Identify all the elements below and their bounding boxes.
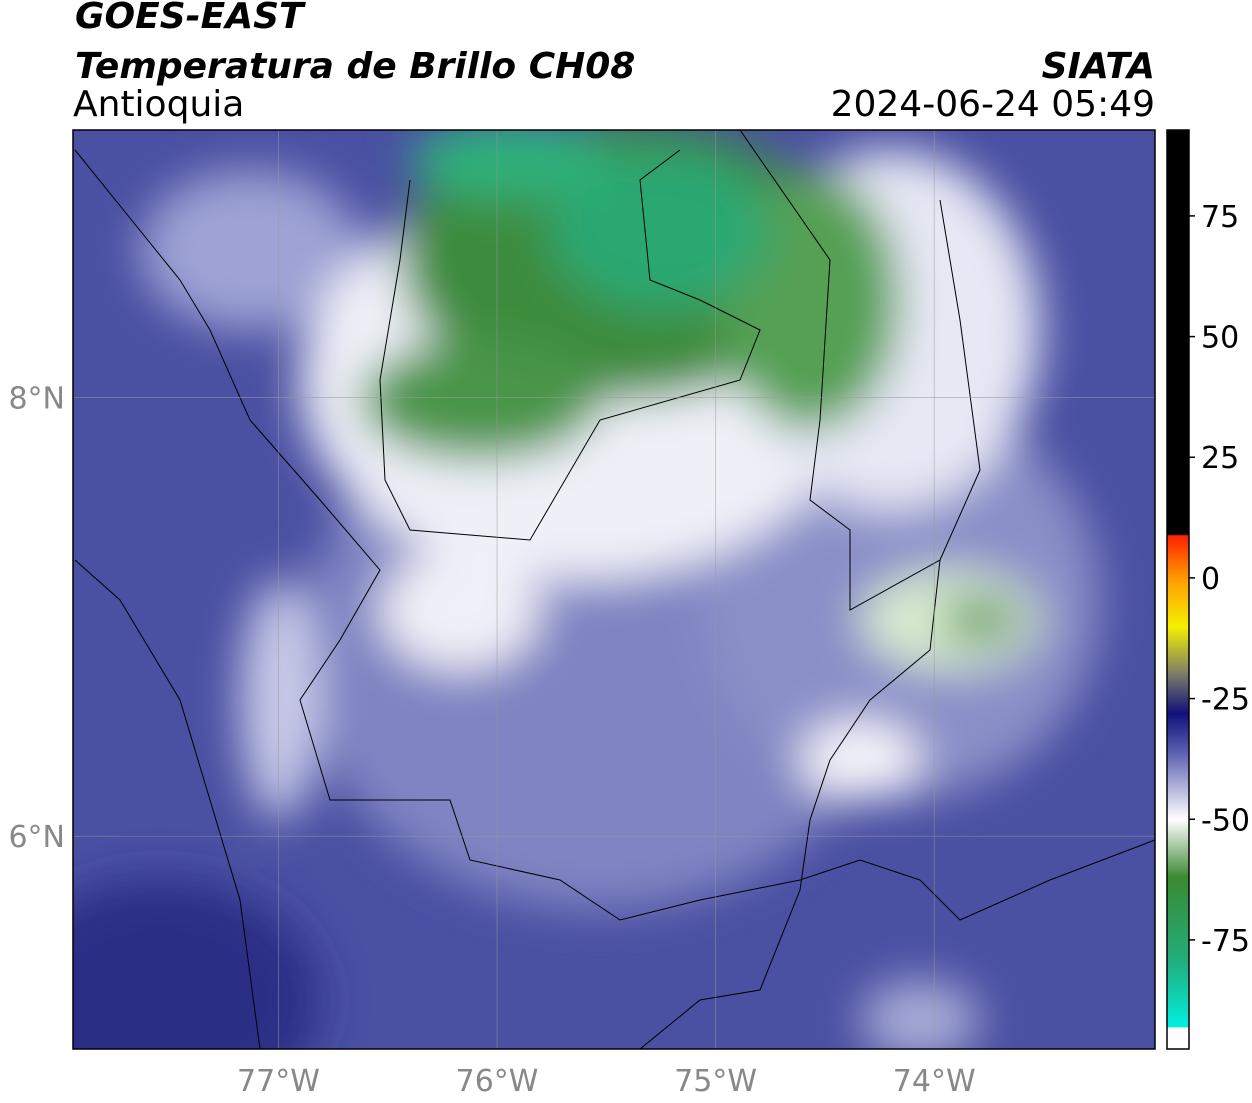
colorbar-segment xyxy=(1167,535,1189,579)
map-frame xyxy=(72,129,1156,1050)
x-tick-label: 77°W xyxy=(237,1064,320,1099)
y-tick-label: 6°N xyxy=(8,820,65,855)
x-tick-label: 74°W xyxy=(893,1064,976,1099)
region: Antioquia xyxy=(73,84,244,125)
colorbar-segment xyxy=(1167,130,1189,535)
subtitle: Temperatura de Brillo CH08 xyxy=(75,46,635,87)
colorbar-segment xyxy=(1167,713,1189,753)
x-tick-label: 76°W xyxy=(456,1064,539,1099)
colorbar-segment xyxy=(1167,674,1189,714)
timestamp: 2024-06-24 05:49 xyxy=(831,84,1155,125)
colorbar-tick-label: 25 xyxy=(1201,441,1239,476)
colorbar-segment xyxy=(1167,751,1189,820)
colorbar-frame xyxy=(1166,129,1190,1050)
colorbar-segment xyxy=(1167,534,1189,536)
colorbar-tick-label: 0 xyxy=(1201,562,1220,597)
colorbar-tick-label: 75 xyxy=(1201,200,1239,235)
colorbar-segment xyxy=(1167,877,1189,965)
colorbar-segment xyxy=(1167,819,1189,878)
colorbar-segment xyxy=(1167,964,1189,1028)
colorbar-segment xyxy=(1167,1027,1189,1050)
satellite-image xyxy=(73,130,1155,1049)
title: GOES-EAST xyxy=(75,0,306,37)
x-tick-label: 75°W xyxy=(674,1064,757,1099)
colorbar-segment xyxy=(1167,1026,1189,1029)
colorbar-tick-label: -50 xyxy=(1201,803,1250,838)
colorbar-segment xyxy=(1167,626,1189,675)
source: SIATA xyxy=(1042,46,1155,87)
colorbar-tick-label: -75 xyxy=(1201,924,1250,959)
colorbar-segment xyxy=(1167,577,1189,627)
colorbar-tick-label: -25 xyxy=(1201,683,1250,718)
colorbar-tick-label: 50 xyxy=(1201,321,1239,356)
y-tick-label: 8°N xyxy=(8,382,65,417)
